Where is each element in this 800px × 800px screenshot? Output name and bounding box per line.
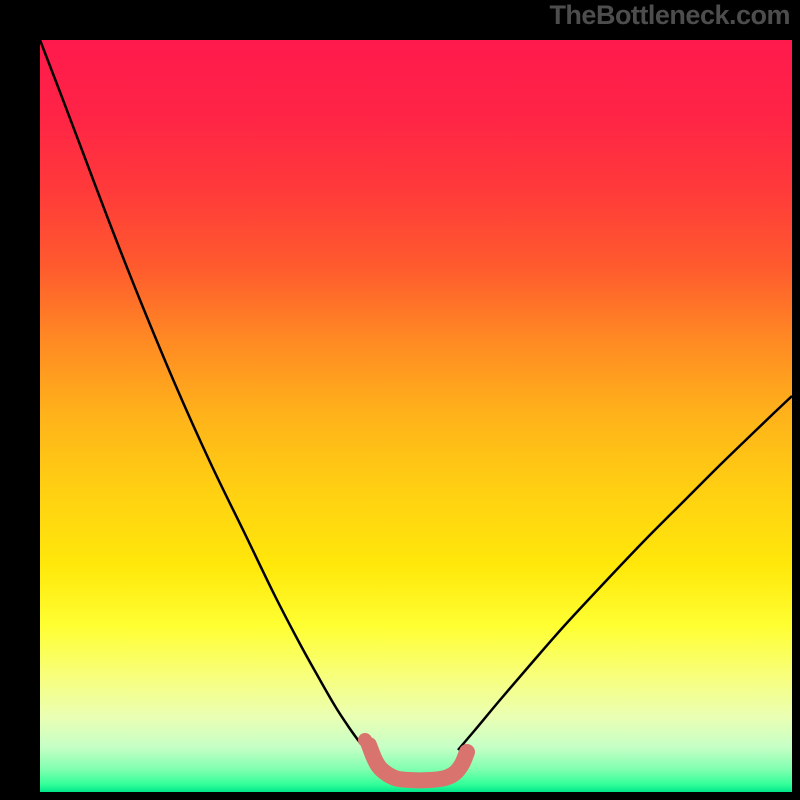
watermark-text: TheBottleneck.com — [549, 0, 790, 31]
bottleneck-chart — [0, 0, 800, 800]
highlight-dot — [358, 733, 372, 747]
heat-gradient — [40, 40, 792, 792]
